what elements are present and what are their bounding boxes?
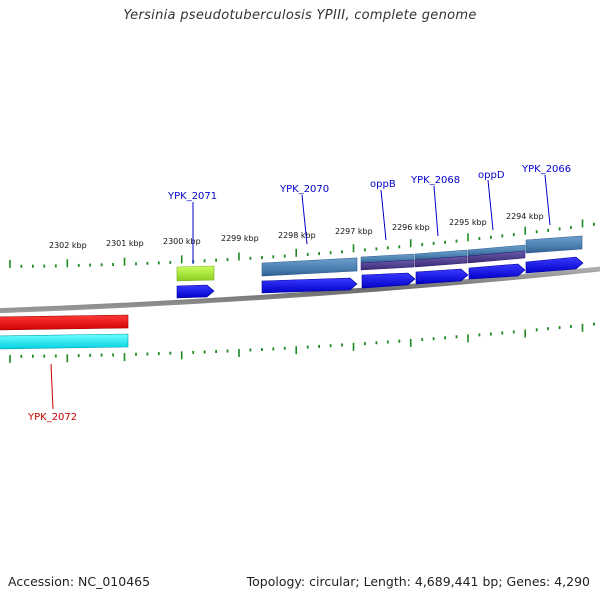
gene-feature-ypk-2072[interactable] (0, 314, 129, 331)
tick-label-2300: 2300 kbp (163, 237, 201, 246)
leader-line-ypk-2070 (301, 194, 308, 245)
leader-line-ypk-2066 (544, 174, 551, 226)
tick-label-2295: 2295 kbp (449, 218, 487, 227)
gene-feature-ypk-2068[interactable] (414, 249, 468, 268)
gene-label-oppd[interactable]: oppD (478, 170, 505, 181)
cds-arrow-ypk-2066[interactable] (525, 256, 584, 274)
leader-line-ypk-2072 (50, 363, 54, 410)
tick-label-2299: 2299 kbp (221, 234, 259, 243)
inner-tick-ruler (9, 322, 595, 363)
tick-label-2301: 2301 kbp (106, 239, 144, 248)
gene-feature-ypk-2070[interactable] (261, 257, 358, 277)
gene-label-ypk-2068[interactable]: YPK_2068 (410, 175, 460, 186)
cds-arrow-ypk-2072[interactable] (0, 333, 129, 350)
gene-label-ypk-2071[interactable]: YPK_2071 (167, 191, 217, 202)
tick-label-2298: 2298 kbp (278, 231, 316, 240)
gene-feature-oppb[interactable] (360, 253, 415, 271)
gene-label-ypk-2070[interactable]: YPK_2070 (279, 184, 329, 195)
cds-arrow-ypk-2071[interactable] (176, 284, 215, 299)
cds-arrow-ypk-2068[interactable] (415, 268, 469, 285)
accession-text: Accession: NC_010465 (8, 574, 151, 589)
leader-line-ypk-2068 (433, 185, 439, 237)
outer-tick-ruler (9, 219, 595, 268)
tick-label-2296: 2296 kbp (392, 223, 430, 232)
tick-label-2302: 2302 kbp (49, 241, 87, 250)
gene-label-oppb[interactable]: oppB (370, 179, 396, 190)
tick-label-2297: 2297 kbp (335, 227, 373, 236)
cds-arrow-oppd[interactable] (468, 263, 526, 280)
gene-feature-ypk-2071[interactable] (176, 265, 215, 282)
gene-feature-ypk-2066[interactable] (525, 235, 583, 254)
gene-feature-oppd[interactable] (467, 244, 526, 264)
leader-line-oppd (487, 179, 494, 231)
gene-label-ypk-2066[interactable]: YPK_2066 (521, 164, 571, 175)
cds-arrow-oppb[interactable] (361, 272, 416, 289)
genome-summary-text: Topology: circular; Length: 4,689,441 bp… (246, 574, 590, 589)
cds-arrow-ypk-2070[interactable] (261, 277, 358, 294)
map-title: Yersinia pseudotuberculosis YPIII, compl… (123, 8, 477, 23)
gene-label-ypk-2072[interactable]: YPK_2072 (27, 412, 77, 423)
genome-backbone (0, 266, 600, 314)
tick-label-2294: 2294 kbp (506, 212, 544, 221)
leader-line-oppb (380, 189, 387, 241)
